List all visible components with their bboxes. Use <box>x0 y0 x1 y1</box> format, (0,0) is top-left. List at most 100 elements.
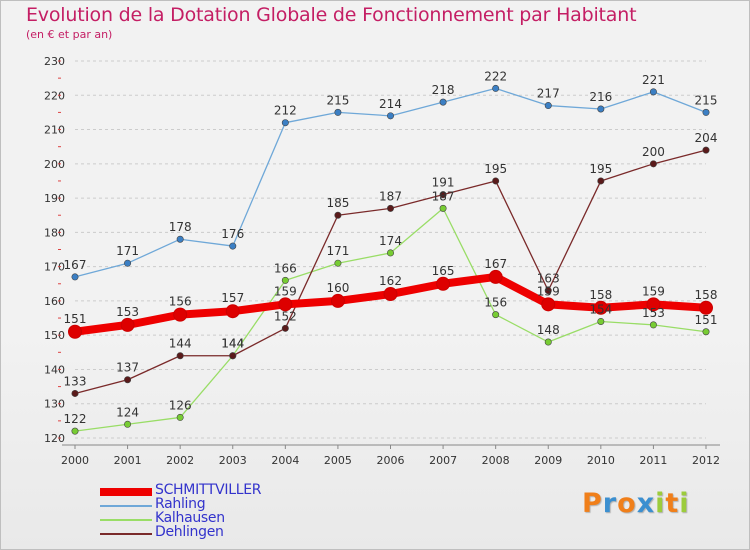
data-point <box>646 297 661 312</box>
data-label: 212 <box>274 104 297 118</box>
data-label: 162 <box>379 274 402 288</box>
data-label: 160 <box>326 281 349 295</box>
data-point <box>120 317 135 332</box>
proxiti-logo: Proxiti <box>582 488 690 519</box>
y-tick-label: 230 <box>44 55 65 68</box>
data-point <box>649 321 657 329</box>
legend-swatch <box>100 505 152 507</box>
data-label: 218 <box>432 83 455 97</box>
data-point <box>281 276 289 284</box>
legend-swatch <box>100 488 152 496</box>
data-label: 191 <box>432 176 455 190</box>
data-label: 176 <box>221 227 244 241</box>
data-label: 195 <box>589 162 612 176</box>
data-label: 200 <box>642 145 665 159</box>
x-tick-label: 2006 <box>377 454 405 467</box>
y-tick-label: 220 <box>44 89 65 102</box>
data-label: 153 <box>116 305 139 319</box>
data-point <box>229 242 237 250</box>
data-point <box>124 376 132 384</box>
logo-letter: t <box>665 488 680 519</box>
data-point <box>699 300 713 315</box>
y-tick-label: 160 <box>44 295 65 308</box>
legend-label: Rahling <box>155 496 206 512</box>
data-point <box>229 352 237 360</box>
series-line-dehlingen <box>74 149 707 395</box>
data-point <box>649 88 657 96</box>
y-tick-label: 140 <box>44 363 65 376</box>
data-label: 152 <box>274 309 297 323</box>
y-tick-label: 190 <box>44 192 65 205</box>
x-tick-label: 2009 <box>534 454 562 467</box>
data-label: 204 <box>695 131 718 145</box>
logo-letter: o <box>617 488 637 519</box>
data-point <box>71 427 79 435</box>
data-label: 167 <box>64 258 87 272</box>
data-label: 148 <box>537 323 560 337</box>
data-point <box>649 160 657 168</box>
x-tick-label: 2000 <box>61 454 89 467</box>
data-point <box>488 269 503 284</box>
data-label: 144 <box>169 337 192 351</box>
data-point <box>492 177 500 185</box>
data-label: 158 <box>695 288 718 302</box>
data-point <box>124 420 132 428</box>
data-point <box>702 328 710 336</box>
y-tick-label: 120 <box>44 432 65 445</box>
data-point <box>330 293 345 308</box>
data-label: 124 <box>116 405 139 419</box>
data-label: 178 <box>169 220 192 234</box>
data-point <box>176 413 184 421</box>
axis-layer: 120 130 140 150 160 170 180 190 200 210 220 230 2000… <box>44 55 720 467</box>
data-point <box>383 287 398 302</box>
logo-letter: i <box>679 488 690 519</box>
data-label: 187 <box>379 189 402 203</box>
data-label: 217 <box>537 87 560 101</box>
logo-letter: x <box>636 488 656 519</box>
data-point <box>278 297 293 312</box>
data-label: 215 <box>695 93 718 107</box>
data-point <box>492 84 500 92</box>
data-point <box>541 297 556 312</box>
data-label: 215 <box>326 93 349 107</box>
data-point <box>436 276 451 291</box>
data-label: 158 <box>589 288 612 302</box>
x-tick-label: 2012 <box>692 454 720 467</box>
x-tick-label: 2002 <box>166 454 194 467</box>
data-point <box>597 105 605 113</box>
data-point <box>281 119 289 127</box>
logo-letter: P <box>582 488 603 519</box>
data-point <box>386 112 394 120</box>
chart-title: Evolution de la Dotation Globale de Fonc… <box>26 4 637 26</box>
data-point <box>71 389 79 397</box>
data-point <box>439 191 447 199</box>
data-label: 171 <box>116 244 139 258</box>
data-point <box>68 324 82 339</box>
legend-label: SCHMITTVILLER <box>155 482 262 498</box>
data-label: 156 <box>169 295 192 309</box>
data-label: 126 <box>169 398 192 412</box>
data-label: 159 <box>274 284 297 298</box>
data-point <box>439 204 447 212</box>
data-point <box>544 102 552 110</box>
data-point <box>281 324 289 332</box>
data-point <box>71 273 79 281</box>
data-point <box>702 146 710 154</box>
data-point <box>173 307 188 322</box>
data-point <box>334 211 342 219</box>
y-tick-label: 130 <box>44 398 65 411</box>
data-point <box>334 108 342 116</box>
x-tick-label: 2004 <box>271 454 299 467</box>
y-tick-label: 180 <box>44 226 65 239</box>
data-label: 216 <box>589 90 612 104</box>
data-label: 151 <box>695 313 718 327</box>
x-tick-label: 2008 <box>482 454 510 467</box>
logo-letter: r <box>602 488 618 519</box>
y-tick-label: 200 <box>44 158 65 171</box>
data-label: 214 <box>379 97 402 111</box>
data-point <box>439 98 447 106</box>
data-point <box>492 311 500 319</box>
data-point <box>544 338 552 346</box>
